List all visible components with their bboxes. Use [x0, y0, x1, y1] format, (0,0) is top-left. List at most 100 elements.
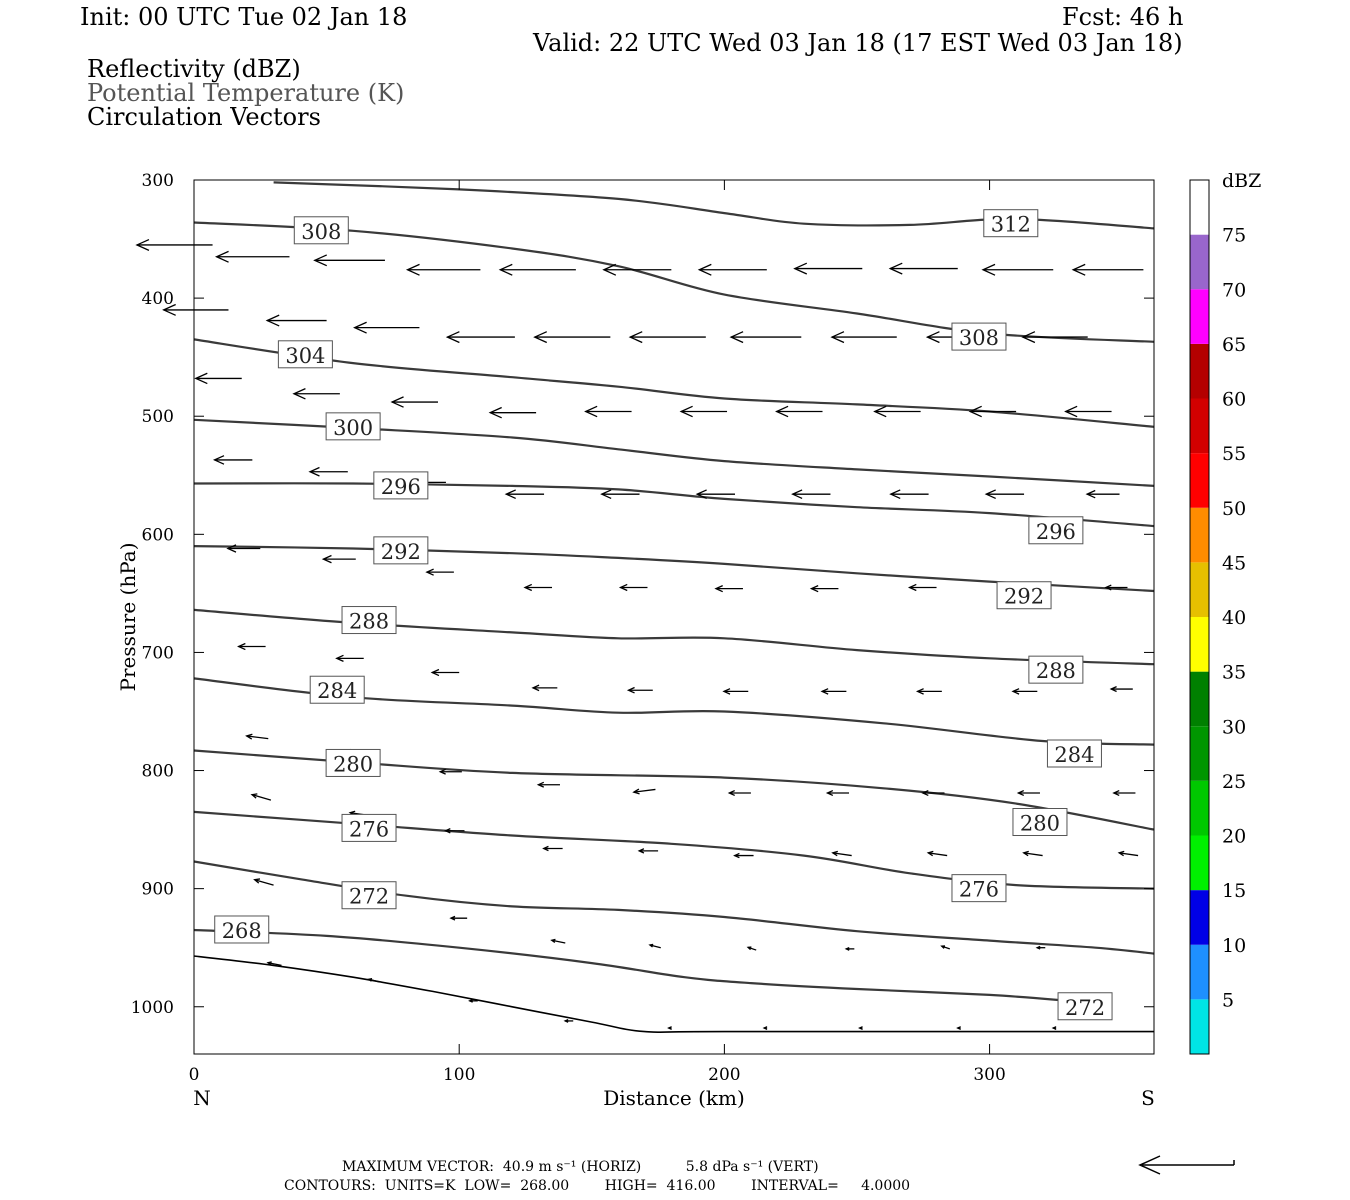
circulation-vector — [844, 946, 855, 951]
colorbar-title: dBZ — [1222, 170, 1261, 192]
circulation-vector — [1022, 850, 1043, 857]
x-tick-label: 0 — [189, 1065, 200, 1085]
contour-label-text: 276 — [349, 817, 389, 841]
circulation-vector — [940, 945, 951, 950]
circulation-vector — [563, 1018, 574, 1023]
y-tick-label: 300 — [142, 171, 174, 191]
circulation-vector — [533, 331, 611, 344]
colorbar-swatch — [1190, 343, 1209, 399]
circulation-vector — [820, 688, 847, 695]
colorbar-label: 40 — [1222, 607, 1246, 629]
colorbar-label: 70 — [1222, 279, 1246, 301]
contour-label: 276 — [951, 874, 1007, 903]
circulation-vector — [626, 686, 653, 694]
reference-vector-arrow — [1138, 1155, 1235, 1175]
theta-contour-288 — [193, 608, 1155, 666]
colorbar-label: 65 — [1222, 334, 1246, 356]
circulation-vector — [531, 684, 558, 692]
colorbar-label: 75 — [1222, 225, 1246, 247]
colorbar-label: 60 — [1222, 389, 1246, 411]
circulation-vector — [873, 405, 921, 418]
circulation-vector — [907, 583, 937, 592]
right-end-label: S — [1141, 1086, 1155, 1110]
circulation-vector — [449, 915, 468, 921]
circulation-vector — [600, 489, 640, 500]
circulation-vector — [542, 845, 563, 852]
circulation-vector — [237, 642, 266, 651]
contour-label: 268 — [214, 915, 270, 944]
circulation-vector — [425, 568, 454, 576]
circulation-vector — [445, 331, 515, 344]
circulation-vector — [984, 489, 1025, 500]
contour-label: 276 — [341, 813, 397, 842]
contour-label: 312 — [983, 209, 1039, 238]
contour-label-text: 280 — [1020, 812, 1060, 836]
circulation-vector — [405, 263, 481, 276]
circulation-vector — [584, 405, 632, 418]
circulation-vector — [695, 489, 735, 500]
contour-label: 272 — [341, 881, 397, 910]
circulation-vector — [1051, 1026, 1057, 1030]
contour-label-text: 308 — [959, 326, 999, 350]
contour-label-text: 304 — [285, 344, 325, 368]
colorbar-label: 55 — [1222, 443, 1246, 465]
circulation-vector — [266, 961, 282, 967]
contour-label: 296 — [373, 471, 429, 500]
theta-contour-272 — [193, 860, 1155, 955]
contour-label-text: 292 — [381, 540, 421, 564]
circulation-vector — [250, 793, 272, 801]
colorbar-swatch — [1190, 944, 1209, 1000]
circulation-vector — [194, 372, 242, 385]
contour-label: 284 — [309, 675, 365, 704]
circulation-vector — [536, 781, 560, 788]
circulation-vector — [968, 405, 1017, 418]
circulation-vector — [637, 848, 659, 854]
circulation-vector — [321, 554, 356, 564]
circulation-vectors — [135, 238, 1144, 1030]
circulation-vector — [679, 405, 728, 418]
theta-contour-276 — [193, 810, 1155, 890]
plot-frame — [193, 179, 1155, 1055]
surface-line — [193, 955, 1154, 1034]
circulation-vector — [733, 852, 754, 859]
topography — [193, 955, 1154, 1034]
colorbar-swatch — [1190, 780, 1209, 836]
circulation-vector — [727, 789, 751, 797]
circulation-vector — [253, 878, 274, 886]
contour-label-text: 292 — [1004, 585, 1044, 609]
contour-label-text: 272 — [1065, 996, 1105, 1020]
circulation-vector — [956, 1026, 961, 1030]
circulation-vector — [212, 455, 253, 465]
contour-labels: 308 312 304 308 300 296 296 292 292 288 288 284 284 2… — [214, 209, 1113, 1021]
circulation-vector — [1071, 263, 1144, 276]
circulation-vector — [722, 688, 749, 695]
contour-label-text: 296 — [1036, 520, 1076, 544]
contour-label-text: 288 — [1036, 659, 1076, 683]
circulation-vector — [793, 262, 863, 275]
colorbar-label: 15 — [1222, 880, 1246, 902]
contour-label-text: 272 — [349, 885, 389, 909]
circulation-vector — [632, 788, 656, 795]
circulation-vector — [981, 263, 1054, 276]
circulation-vector — [648, 943, 661, 949]
colorbar-swatch — [1190, 726, 1209, 781]
circulation-vector — [1112, 789, 1136, 797]
circulation-vector — [468, 998, 478, 1003]
circulation-vector — [335, 654, 364, 662]
left-end-label: N — [193, 1086, 211, 1110]
circulation-vector — [697, 263, 767, 276]
circulation-vector — [353, 321, 420, 334]
forecast-hour: Fcst: 46 h — [1062, 3, 1183, 31]
colorbar-swatch — [1190, 234, 1209, 290]
circulation-vector — [313, 254, 385, 267]
contour-label: 308 — [951, 322, 1007, 351]
colorbar-swatch — [1190, 999, 1209, 1054]
colorbar-frame — [1189, 179, 1210, 1055]
colorbar-label: 35 — [1222, 662, 1246, 684]
contour-label: 292 — [996, 581, 1052, 610]
colorbar-swatch — [1190, 507, 1209, 563]
contour-label-text: 296 — [381, 475, 421, 499]
circulation-vector — [889, 489, 929, 500]
circulation-vector — [791, 489, 831, 500]
theta-contour-292 — [193, 545, 1155, 593]
